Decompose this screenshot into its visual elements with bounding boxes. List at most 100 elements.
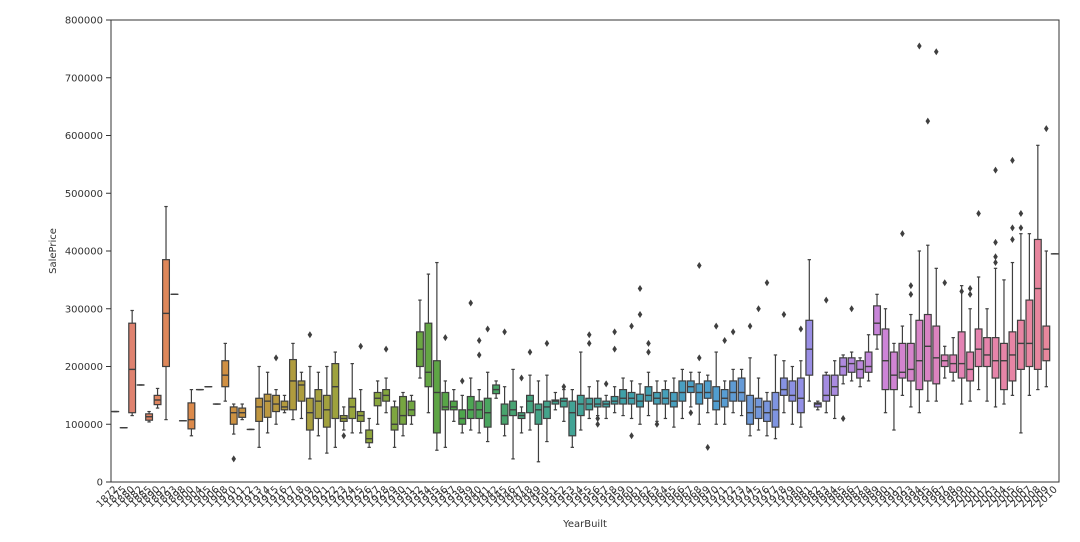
box: [729, 380, 738, 402]
box: [864, 351, 873, 373]
box: [923, 313, 932, 382]
box: [509, 400, 518, 417]
box: [229, 406, 238, 425]
box: [331, 363, 340, 420]
outlier: [459, 377, 465, 385]
outlier: [747, 322, 753, 330]
box: [746, 394, 755, 425]
outlier: [358, 342, 363, 350]
y-tick-label: 200000: [65, 362, 103, 373]
box: [458, 409, 467, 425]
outlier: [586, 339, 592, 347]
y-tick-label: 300000: [65, 304, 103, 315]
outlier: [908, 290, 914, 298]
box: [661, 389, 670, 405]
box: [813, 402, 822, 408]
box: [466, 395, 475, 420]
outlier: [1010, 224, 1015, 232]
box: [703, 380, 712, 399]
outlier: [637, 285, 643, 293]
box: [983, 337, 992, 368]
box: [889, 351, 898, 391]
outlier: [1044, 125, 1049, 133]
box: [288, 358, 297, 411]
outlier: [696, 354, 702, 362]
outlier: [527, 348, 533, 356]
outlier: [1010, 156, 1015, 164]
outlier: [993, 259, 998, 267]
outlier: [688, 409, 694, 417]
outlier: [629, 432, 634, 440]
outlier: [637, 311, 643, 319]
outlier: [519, 374, 524, 382]
outlier: [993, 166, 998, 174]
outlier: [646, 339, 651, 347]
box: [441, 391, 450, 411]
box: [966, 351, 975, 382]
outlier: [654, 420, 660, 428]
outlier: [476, 351, 482, 359]
outlier: [705, 443, 711, 451]
box: [881, 328, 890, 391]
y-tick-label: 400000: [65, 247, 103, 258]
y-tick-label: 100000: [65, 420, 103, 431]
outlier: [383, 345, 389, 353]
outlier: [840, 414, 846, 422]
box: [712, 386, 721, 411]
box: [568, 400, 577, 437]
box: [779, 377, 788, 396]
box: [314, 389, 323, 420]
outlier: [798, 325, 804, 333]
outlier: [443, 334, 448, 342]
box: [754, 397, 763, 420]
box: [644, 386, 653, 402]
outlier: [629, 322, 634, 330]
y-axis-label: SalePrice: [48, 228, 59, 274]
box: [991, 337, 1000, 379]
box: [128, 322, 137, 414]
box: [847, 357, 856, 373]
box: [559, 397, 568, 408]
box: [424, 322, 433, 388]
outlier: [1010, 235, 1015, 243]
outlier: [756, 305, 761, 313]
outlier: [1018, 224, 1024, 232]
box: [525, 394, 534, 414]
outlier: [231, 455, 237, 463]
x-axis-label: YearBuilt: [562, 519, 607, 530]
outlier: [612, 328, 617, 336]
outlier: [730, 328, 736, 336]
box: [1025, 299, 1034, 368]
box: [280, 400, 289, 411]
box: [796, 377, 805, 414]
outlier: [696, 261, 702, 269]
outlier: [917, 42, 922, 50]
outlier: [976, 209, 981, 217]
y-tick-label: 500000: [65, 189, 103, 200]
y-tick-label: 700000: [65, 73, 103, 84]
box: [762, 400, 771, 422]
outlier: [942, 279, 948, 287]
box: [805, 319, 814, 376]
outlier: [908, 282, 914, 290]
box: [610, 395, 619, 405]
box: [356, 410, 365, 422]
outlier: [502, 328, 507, 336]
box: [576, 394, 585, 417]
box: [898, 342, 907, 379]
outlier: [307, 331, 313, 339]
box: [830, 374, 839, 396]
box: [737, 377, 746, 402]
box: [932, 325, 941, 385]
box: [974, 328, 983, 368]
box: [593, 397, 602, 408]
y-tick-label: 800000: [65, 16, 103, 27]
outlier: [273, 354, 279, 362]
outlier: [764, 279, 770, 287]
box: [365, 429, 374, 444]
box: [873, 305, 882, 336]
box: [534, 403, 543, 425]
box: [542, 400, 551, 420]
plot-frame: [110, 19, 1060, 483]
